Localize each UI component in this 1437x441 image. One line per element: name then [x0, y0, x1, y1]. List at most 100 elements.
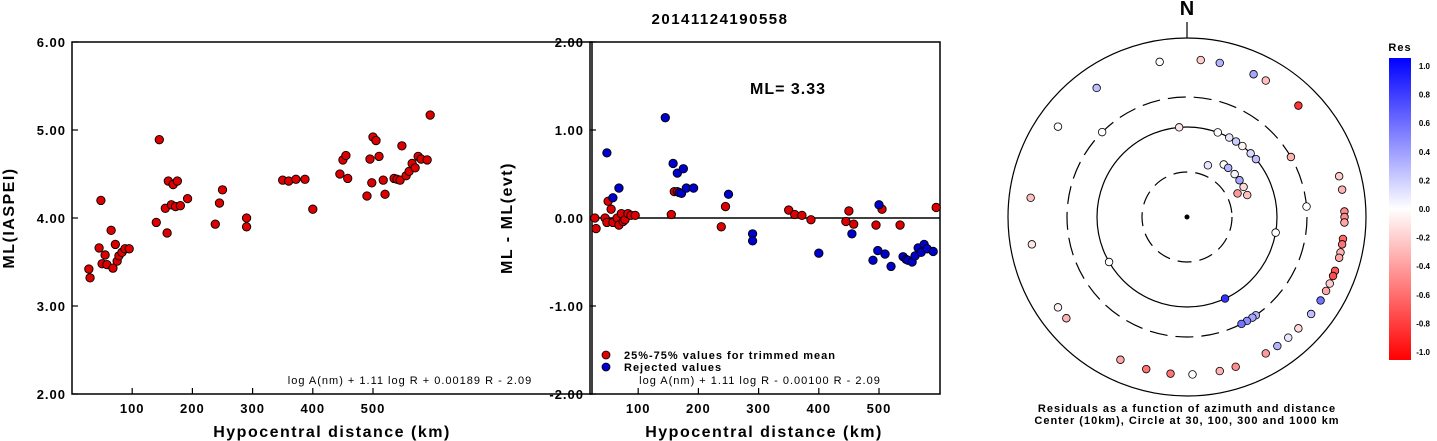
data-point [335, 169, 345, 179]
polar-data-point [1294, 324, 1303, 333]
polar-data-point [1231, 362, 1240, 372]
data-point [678, 164, 688, 174]
data-point [666, 209, 676, 220]
polar-data-point [1251, 154, 1261, 164]
data-point [410, 163, 420, 173]
panel-ml-residual: -2.00 -1.00 0.00 1.00 2.00 100 200 300 400 500 M… [499, 35, 941, 441]
ytick-label: -2.00 [549, 387, 584, 402]
data-point [747, 236, 758, 246]
polar-data-point [1203, 161, 1213, 170]
xtick-label: 300 [746, 401, 771, 416]
data-point [162, 228, 172, 238]
plot1-ylabel: ML(IASPEI) [1, 167, 18, 268]
colorbar-title: Res [1388, 42, 1411, 54]
data-point [716, 222, 726, 232]
data-point [720, 201, 731, 212]
xtick-label: 400 [300, 401, 325, 416]
colorbar-tick-label: 0.8 [1419, 91, 1431, 100]
polar-data-point [1243, 190, 1252, 200]
polar-data-point [1225, 133, 1234, 142]
colorbar-tick-label: 0.6 [1419, 119, 1431, 128]
data-point [378, 175, 388, 185]
data-point [151, 217, 161, 228]
polar-data-point [1337, 185, 1347, 194]
data-point [106, 225, 116, 235]
polar-data-point [1116, 355, 1125, 364]
polar-data-point [1239, 182, 1248, 192]
ytick-label: 6.00 [37, 35, 66, 50]
data-point [291, 174, 301, 184]
data-point [806, 215, 816, 225]
xtick-label: 200 [180, 401, 205, 416]
data-point [844, 206, 854, 216]
data-point [210, 219, 220, 229]
ytick-label: -1.00 [549, 299, 584, 314]
data-point [590, 213, 600, 223]
data-point [841, 216, 851, 227]
data-point [96, 195, 106, 206]
data-point [362, 191, 372, 201]
data-point [241, 222, 252, 232]
ytick-label: 5.00 [37, 123, 66, 138]
polar-data-point [1027, 240, 1037, 249]
polar-data-point [1235, 176, 1244, 185]
data-point [874, 200, 884, 210]
polar-data-point [1188, 370, 1197, 379]
colorbar-tick-label: 0.4 [1419, 148, 1431, 157]
data-point [602, 148, 612, 158]
polar-data-point [1237, 319, 1246, 329]
data-point [172, 176, 183, 186]
data-point [84, 264, 94, 274]
data-point [341, 150, 351, 161]
polar-data-point [1334, 253, 1344, 262]
colorbar-tick-label: -1.0 [1416, 348, 1430, 357]
colorbar-gradient [1389, 58, 1411, 360]
polar-data-point [1271, 228, 1280, 237]
polar-data-point [1286, 152, 1296, 162]
data-point [606, 204, 616, 214]
xtick-label: 100 [626, 401, 651, 416]
polar-data-point [1334, 172, 1344, 181]
xtick-label: 300 [240, 401, 265, 416]
data-point [895, 220, 905, 230]
data-point [217, 185, 228, 195]
polar-data-point [1026, 193, 1035, 203]
xtick-label: 400 [806, 401, 831, 416]
polar-data-point [1306, 309, 1316, 319]
ytick-label: 0.00 [555, 211, 584, 226]
colorbar-tick-label: 0.2 [1419, 176, 1431, 185]
data-point [668, 158, 678, 169]
panel-polar: N Residuals as a function of azimuth and… [1007, 0, 1367, 427]
data-point [371, 135, 381, 146]
polar-data-point [1092, 83, 1101, 93]
polar-data-point [1166, 369, 1175, 378]
polar-data-point [1215, 58, 1224, 68]
data-point [182, 193, 193, 204]
polar-data-point [1273, 341, 1282, 351]
data-point [797, 210, 807, 221]
north-label: N [1180, 0, 1194, 20]
plot2-ylabel: ML - ML(evt) [499, 162, 516, 274]
legend-trimmed-marker [601, 350, 611, 360]
data-point [591, 223, 601, 234]
legend-rejected-marker [601, 362, 611, 372]
data-point [175, 201, 186, 211]
polar-data-point [1294, 101, 1303, 110]
polar-caption-2: Center (10km), Circle at 30, 100, 300 an… [1034, 415, 1339, 427]
polar-ring-30km [1141, 171, 1233, 263]
plot1-formula: log A(nm) + 1.11 log R + 0.00189 R - 2.0… [288, 375, 532, 387]
data-point [380, 189, 390, 199]
polar-data-point [1321, 286, 1331, 296]
polar-data-point [1097, 127, 1107, 137]
polar-center [1184, 214, 1190, 220]
polar-ring-300km [1066, 96, 1308, 338]
data-point [365, 154, 375, 164]
data-point [214, 198, 225, 208]
legend-rejected-label: Rejected values [624, 362, 722, 374]
data-point [928, 246, 938, 257]
legend-trimmed-label: 25%-75% values for trimmed mean [624, 350, 836, 362]
colorbar: Res 1.0 0.8 0.6 0.4 0.2 0.0 -0.2 -0.4 -0.6 -0.8 -1… [1388, 42, 1431, 360]
data-point [100, 250, 110, 260]
data-point [660, 113, 670, 123]
data-point [688, 183, 699, 193]
